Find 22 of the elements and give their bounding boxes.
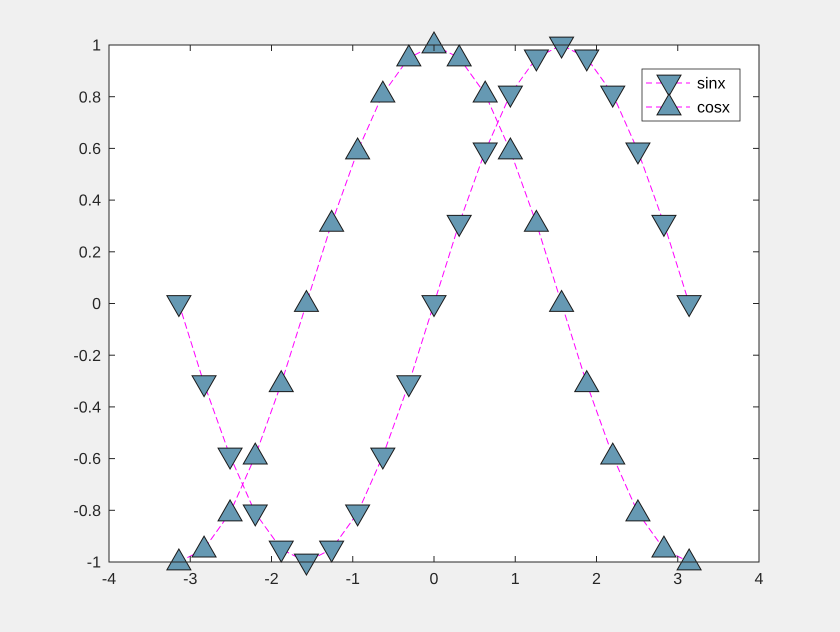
x-tick-label: -1	[346, 571, 360, 588]
x-tick-label: -4	[102, 571, 116, 588]
x-tick-label: 4	[754, 571, 764, 588]
y-tick-label: 1	[92, 38, 102, 55]
y-tick-label: 0.2	[78, 244, 102, 262]
y-tick-label: -0.4	[73, 400, 102, 416]
x-tick-label: -2	[264, 571, 279, 588]
legend-label: sinx	[697, 76, 726, 93]
x-tick-label: 1	[510, 571, 520, 588]
y-tick-label: -1	[86, 554, 102, 572]
y-tick-label: 0.4	[78, 192, 102, 210]
x-tick-label: -3	[183, 571, 198, 588]
y-tick-label: 0.6	[78, 141, 102, 158]
y-tick-label: -0.2	[73, 348, 102, 365]
y-tick-label: 0	[92, 296, 102, 314]
x-tick-label: 2	[592, 571, 602, 588]
x-tick-label: 0	[430, 571, 439, 588]
legend-label: cosx	[697, 100, 730, 117]
y-tick-label: -0.6	[73, 451, 102, 468]
x-tick-label: 3	[673, 571, 682, 588]
y-tick-label: -0.8	[73, 502, 102, 520]
y-tick-label: 0.8	[78, 89, 102, 106]
